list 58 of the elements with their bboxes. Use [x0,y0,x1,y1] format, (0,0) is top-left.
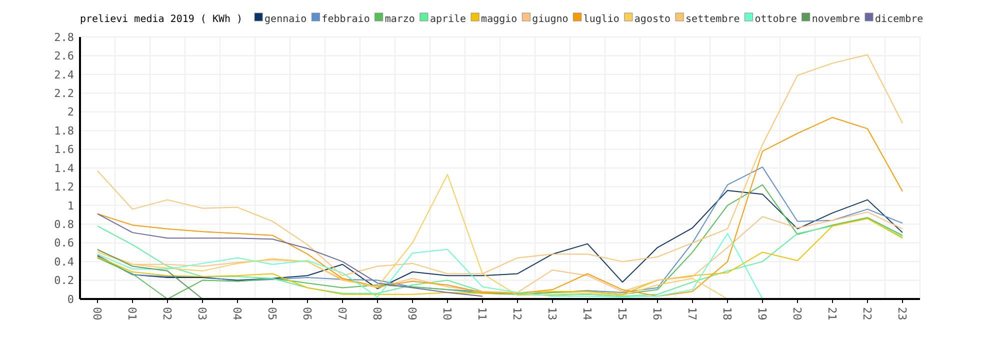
x-tick-label: 15 [616,307,629,320]
x-tick-label: 18 [720,307,734,320]
y-tick-label: 0 [67,292,74,306]
x-tick-label: 07 [336,307,349,320]
y-tick-label: 1 [67,199,74,212]
x-tick-label: 12 [510,307,524,320]
x-tick-label: 13 [546,307,559,320]
chart-title: prelievi media 2019 ( KWh ) [80,14,243,25]
x-tick-label: 02 [160,307,174,320]
legend-label: gennaio [264,14,307,25]
x-tick-label: 01 [126,307,139,320]
line-series [97,174,728,300]
y-tick-label: 2 [67,106,74,119]
legend-label: giugno [532,14,568,25]
y-tick-label: 2.2 [54,86,74,100]
x-tick-label: 06 [300,307,314,320]
x-tick-label: 04 [230,307,244,321]
y-tick-label: 0.2 [54,274,74,288]
x-tick-label: 03 [196,307,209,320]
legend-label: novembre [812,14,860,25]
line-series [97,233,763,300]
y-tick-label: 0.8 [54,218,74,231]
x-tick-label: 11 [476,307,489,320]
y-tick-label: 2.4 [54,68,74,82]
legend-label: marzo [384,14,415,25]
x-tick-label: 00 [90,307,104,320]
x-tick-label: 21 [826,307,839,320]
x-tick-label: 10 [440,307,454,320]
legend-label: agosto [634,14,671,25]
y-tick-label: 1.8 [54,124,74,138]
line-series [97,248,203,300]
legend-label: settembre [686,14,740,25]
y-tick-label: 0.6 [54,236,74,250]
legend-label: luglio [583,14,620,25]
x-tick-label: 16 [650,307,664,320]
x-tick-label: 14 [580,307,594,321]
legend-label: maggio [481,14,518,25]
legend-label: ottobre [754,14,797,25]
legend-label: aprile [430,14,466,25]
line-series [97,54,903,276]
x-tick-label: 22 [860,307,874,320]
y-tick-label: 1.6 [54,143,74,156]
line-series [97,116,903,297]
y-tick-label: 2.6 [54,50,74,63]
x-tick-label: 08 [370,307,384,320]
legend-label: dicembre [875,14,924,25]
line-series [97,213,483,297]
legend-label: febbraio [322,14,370,25]
x-tick-label: 09 [406,307,419,320]
x-tick-label: 20 [790,307,804,320]
x-tick-label: 05 [266,307,279,320]
x-tick-label: 17 [686,307,699,320]
x-tick-label: 19 [756,307,769,320]
y-tick-label: 1.2 [54,180,74,194]
y-tick-label: 2.8 [54,30,74,44]
y-tick-label: 1.4 [54,162,74,175]
x-tick-label: 23 [896,307,909,320]
y-tick-label: 0.4 [54,255,74,268]
